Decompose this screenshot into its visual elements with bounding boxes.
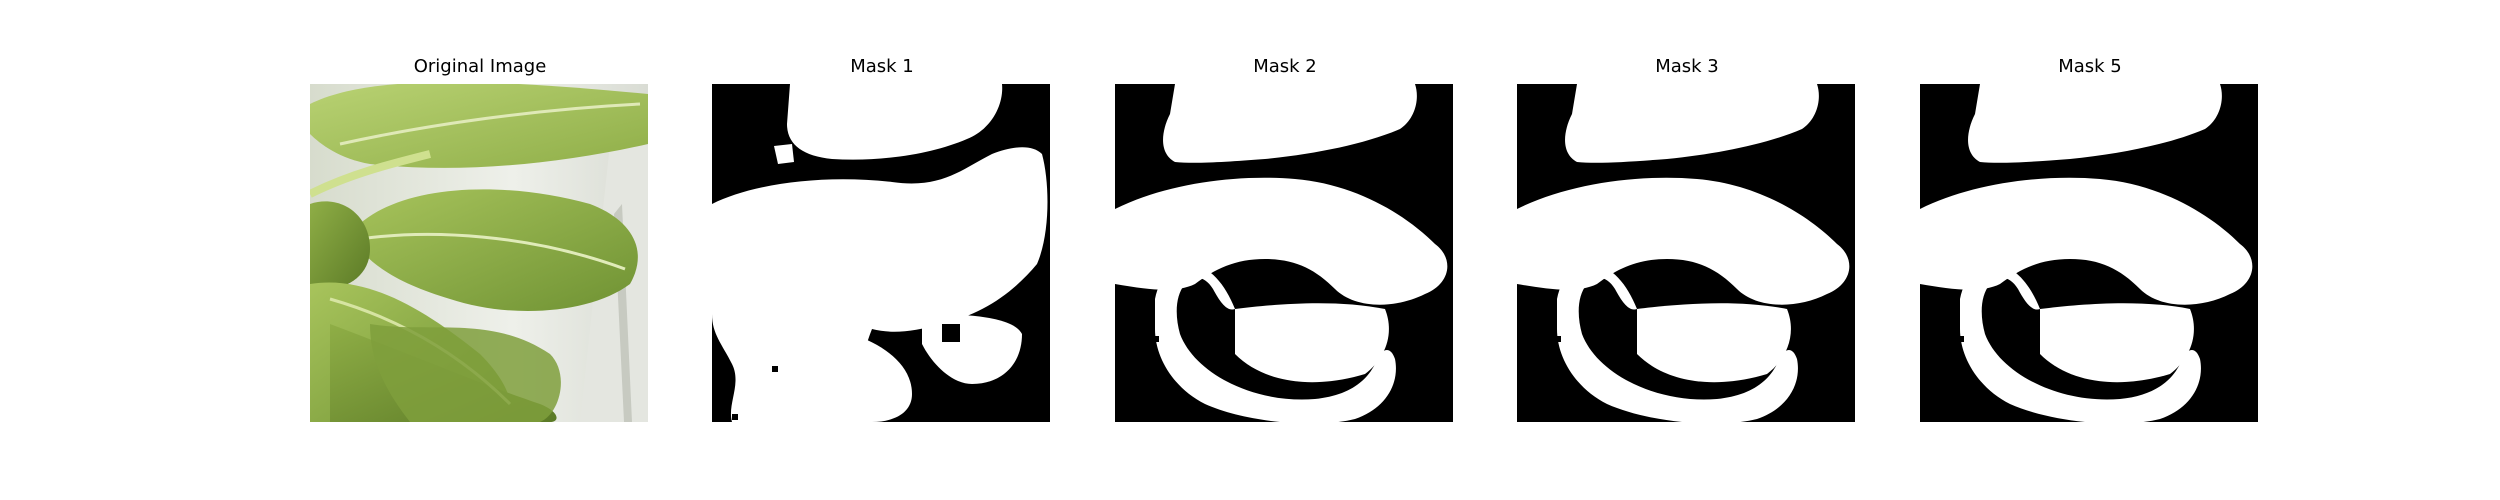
mask-image	[712, 84, 1050, 422]
mask-image	[1517, 84, 1855, 422]
mask-1-shape	[712, 84, 1050, 422]
mask-5-shape	[1920, 84, 2258, 422]
mask-image	[1115, 84, 1453, 422]
panel-mask-2: Mask 2	[1115, 52, 1455, 422]
panel-title: Mask 5	[2058, 56, 2122, 77]
mask-image	[1920, 84, 2258, 422]
panel-title: Mask 3	[1655, 56, 1719, 77]
panel-title: Mask 2	[1253, 56, 1317, 77]
panel-title: Original Image	[413, 56, 547, 77]
panel-mask-1: Mask 1	[712, 52, 1052, 422]
leaf-photo	[310, 84, 648, 422]
panel-mask-3: Mask 3	[1517, 52, 1857, 422]
panel-title: Mask 1	[850, 56, 914, 77]
panel-mask-5: Mask 5	[1920, 52, 2260, 422]
original-image	[310, 84, 648, 422]
mask-3-shape	[1517, 84, 1855, 422]
mask-2-shape	[1115, 84, 1453, 422]
panel-original-image: Original Image	[310, 52, 650, 422]
